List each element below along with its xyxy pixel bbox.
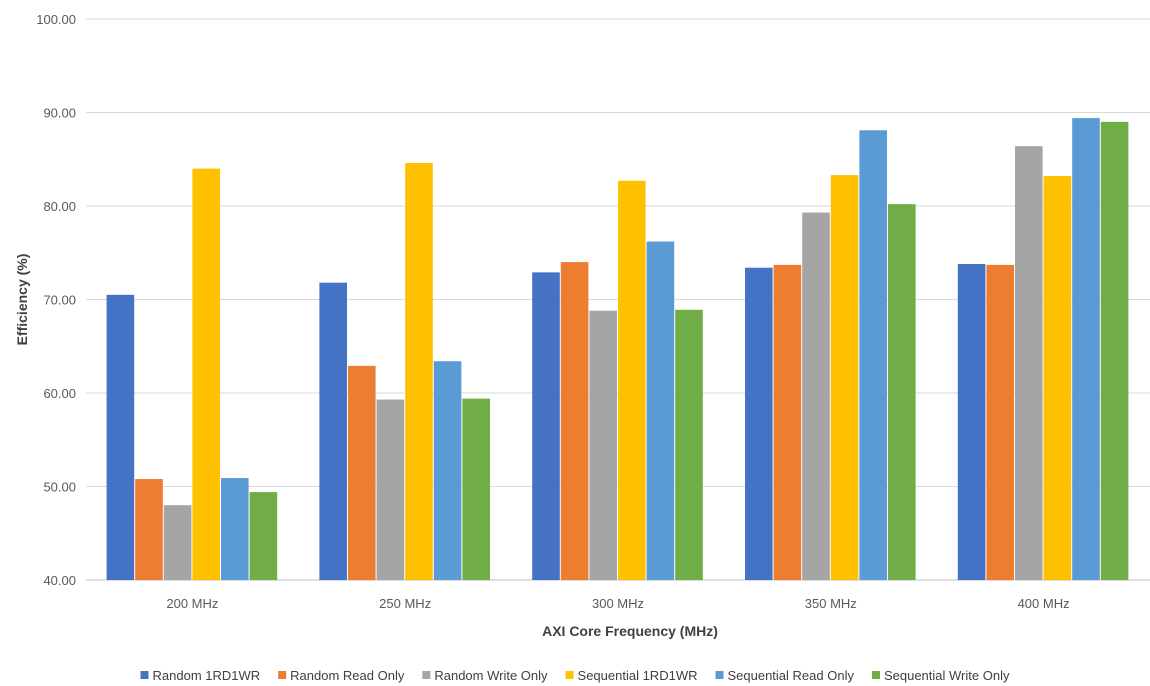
- legend-label: Sequential Write Only: [884, 668, 1010, 683]
- x-axis-title: AXI Core Frequency (MHz): [542, 623, 718, 639]
- legend-item: Sequential 1RD1WR: [565, 668, 698, 683]
- bar-sequential-read-only-200-mhz: [221, 478, 249, 580]
- bar-random-write-only-200-mhz: [163, 505, 192, 580]
- bar-random-1rd1wr-250-mhz: [319, 282, 347, 580]
- legend-label: Random Write Only: [434, 668, 548, 683]
- bar-random-write-only-300-mhz: [589, 310, 617, 580]
- bar-random-write-only-350-mhz: [802, 212, 830, 581]
- legend-label: Random Read Only: [290, 668, 405, 683]
- bar-sequential-read-only-350-mhz: [859, 130, 887, 580]
- bar-sequential-read-only-400-mhz: [1072, 118, 1100, 581]
- legend-item: Sequential Write Only: [871, 668, 1010, 683]
- legend-swatch: [715, 671, 724, 679]
- x-tick-label: 250 MHz: [379, 596, 431, 611]
- legend-swatch: [422, 671, 431, 679]
- y-tick-label: 90.00: [43, 106, 76, 121]
- bars: [106, 118, 1129, 581]
- legend-swatch: [565, 671, 574, 679]
- legend-item: Sequential Read Only: [715, 668, 854, 683]
- bar-random-1rd1wr-200-mhz: [106, 294, 135, 580]
- legend-label: Sequential Read Only: [727, 668, 854, 683]
- legend-label: Random 1RD1WR: [153, 668, 261, 683]
- bar-sequential-read-only-250-mhz: [433, 361, 462, 580]
- legend-swatch: [140, 671, 149, 679]
- bar-random-write-only-400-mhz: [1015, 146, 1043, 580]
- x-tick-label: 400 MHz: [1018, 596, 1070, 611]
- y-axis-title: Efficiency (%): [14, 254, 30, 346]
- bar-sequential-write-only-350-mhz: [888, 204, 916, 580]
- bar-sequential-1rd1wr-200-mhz: [192, 168, 220, 580]
- bar-sequential-read-only-300-mhz: [646, 241, 675, 580]
- bar-random-read-only-250-mhz: [348, 365, 376, 580]
- bar-sequential-write-only-400-mhz: [1100, 121, 1129, 580]
- x-axis-ticks: 200 MHz 250 MHz 300 MHz 350 MHz 400 MHz: [166, 596, 1069, 611]
- bar-random-1rd1wr-350-mhz: [745, 267, 773, 580]
- x-tick-label: 300 MHz: [592, 596, 644, 611]
- bar-sequential-write-only-300-mhz: [675, 309, 703, 580]
- y-tick-label: 80.00: [43, 199, 76, 214]
- y-tick-label: 100.00: [36, 12, 76, 27]
- x-tick-label: 200 MHz: [166, 596, 218, 611]
- bar-sequential-1rd1wr-400-mhz: [1043, 176, 1072, 580]
- bar-random-read-only-350-mhz: [773, 264, 802, 580]
- y-tick-label: 40.00: [43, 573, 76, 588]
- bar-sequential-write-only-200-mhz: [249, 492, 278, 580]
- legend-swatch: [871, 671, 880, 679]
- bar-random-read-only-200-mhz: [135, 479, 163, 580]
- bar-random-1rd1wr-400-mhz: [957, 263, 986, 580]
- y-axis-ticks: 40.00 50.00 60.00 70.00 80.00 90.00 100.00: [36, 12, 76, 588]
- bar-sequential-1rd1wr-300-mhz: [618, 180, 646, 580]
- legend-swatch: [278, 671, 287, 679]
- bar-random-read-only-300-mhz: [560, 262, 589, 580]
- y-tick-label: 70.00: [43, 293, 76, 308]
- x-tick-label: 350 MHz: [805, 596, 857, 611]
- legend-label: Sequential 1RD1WR: [578, 668, 698, 683]
- bar-random-write-only-250-mhz: [376, 399, 405, 580]
- legend-item: Random Write Only: [422, 668, 548, 683]
- legend-item: Random 1RD1WR: [140, 668, 261, 683]
- bar-sequential-1rd1wr-350-mhz: [830, 175, 859, 580]
- y-tick-label: 50.00: [43, 480, 76, 495]
- y-tick-label: 60.00: [43, 386, 76, 401]
- legend: Random 1RD1WR Random Read Only Random Writ…: [140, 668, 1010, 683]
- bar-sequential-1rd1wr-250-mhz: [405, 162, 433, 581]
- bar-random-read-only-400-mhz: [986, 264, 1014, 580]
- bar-random-1rd1wr-300-mhz: [532, 272, 560, 580]
- bar-sequential-write-only-250-mhz: [462, 398, 490, 580]
- legend-item: Random Read Only: [278, 668, 405, 683]
